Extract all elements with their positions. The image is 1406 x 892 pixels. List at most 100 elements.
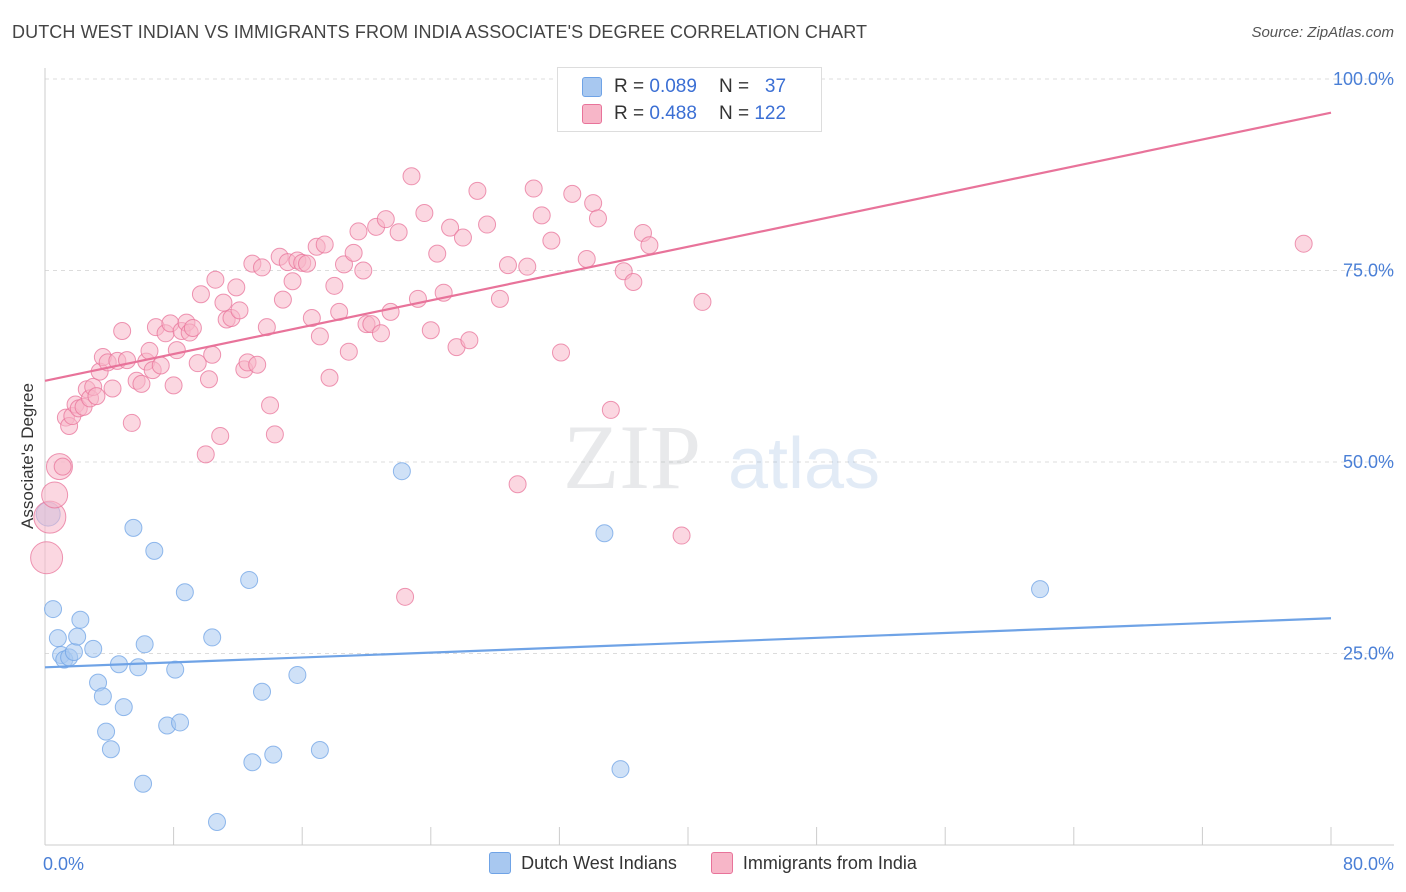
legend-r-value: 0.089 xyxy=(649,76,697,97)
data-point-immigrants-from-india xyxy=(542,231,561,250)
data-point-dutch-west-indians xyxy=(114,698,133,717)
data-point-immigrants-from-india xyxy=(253,258,272,277)
data-point-immigrants-from-india xyxy=(349,222,368,241)
legend-item-label: Dutch West Indians xyxy=(521,852,677,873)
data-point-immigrants-from-india xyxy=(601,400,620,419)
source-label: Source: ZipAtlas.com xyxy=(1251,24,1394,41)
data-point-immigrants-from-india xyxy=(191,285,210,304)
data-point-immigrants-from-india xyxy=(103,379,122,398)
data-point-immigrants-from-india xyxy=(167,341,186,360)
chart-title: DUTCH WEST INDIAN VS IMMIGRANTS FROM IND… xyxy=(12,22,868,42)
data-point-immigrants-from-india xyxy=(396,587,415,606)
legend-r-label: R = xyxy=(614,76,645,97)
data-point-immigrants-from-india xyxy=(230,301,249,320)
y-tick-label: 100.0% xyxy=(1333,69,1394,89)
watermark-atlas: atlas xyxy=(728,424,880,504)
data-point-immigrants-from-india xyxy=(381,302,400,321)
data-point-dutch-west-indians xyxy=(611,760,630,779)
x-tick-labels: 0.0% 80.0% xyxy=(43,854,1394,874)
data-point-dutch-west-indians xyxy=(208,813,227,832)
data-point-immigrants-from-india xyxy=(196,445,215,464)
data-point-dutch-west-indians xyxy=(171,713,190,732)
data-point-immigrants-from-india xyxy=(199,370,218,389)
data-point-immigrants-from-india xyxy=(302,308,321,327)
data-point-dutch-west-indians xyxy=(203,628,222,647)
legend-item-dutch-west-indians[interactable]: Dutch West Indians xyxy=(489,852,677,874)
legend-swatch-pink xyxy=(710,852,733,874)
data-point-immigrants-from-india xyxy=(376,210,395,229)
data-point-immigrants-from-india xyxy=(257,318,276,337)
data-point-immigrants-from-india xyxy=(478,215,497,234)
data-point-immigrants-from-india xyxy=(428,244,447,263)
data-point-immigrants-from-india xyxy=(214,293,233,312)
data-point-dutch-west-indians xyxy=(595,524,614,543)
data-point-dutch-west-indians xyxy=(84,639,103,658)
data-point-immigrants-from-india xyxy=(588,209,607,228)
legend-n-value: 122 xyxy=(754,103,787,124)
data-point-immigrants-from-india xyxy=(164,376,183,395)
data-point-dutch-west-indians xyxy=(134,774,153,793)
data-point-dutch-west-indians xyxy=(101,740,120,759)
y-tick-labels: 25.0% 50.0% 75.0% 100.0% xyxy=(1333,69,1394,664)
data-point-immigrants-from-india xyxy=(524,179,543,198)
data-point-immigrants-from-india xyxy=(421,321,440,340)
data-point-dutch-west-indians xyxy=(145,541,164,560)
data-point-immigrants-from-india xyxy=(453,228,472,247)
data-point-immigrants-from-india xyxy=(315,235,334,254)
legend-row-dutch-west-indians: R = 0.089 N = 37 xyxy=(582,75,786,99)
data-point-dutch-west-indians xyxy=(124,518,143,537)
series-legend: Dutch West Indians Immigrants from India xyxy=(0,852,1406,874)
data-point-immigrants-from-india xyxy=(624,272,643,291)
data-point-immigrants-from-india xyxy=(468,181,487,200)
data-point-immigrants-from-india xyxy=(584,194,603,213)
data-point-immigrants-from-india xyxy=(389,223,408,242)
data-point-immigrants-from-india xyxy=(53,457,72,476)
data-point-immigrants-from-india xyxy=(344,243,363,262)
legend-r-value: 0.488 xyxy=(649,103,697,124)
y-axis-label: Associate's Degree xyxy=(18,383,37,529)
legend-item-label: Immigrants from India xyxy=(742,852,917,873)
legend-n-value: 37 xyxy=(764,76,787,97)
data-point-dutch-west-indians xyxy=(166,660,185,679)
data-point-immigrants-from-india xyxy=(248,355,267,374)
data-point-immigrants-from-india xyxy=(532,206,551,225)
data-point-dutch-west-indians xyxy=(64,642,83,661)
legend-item-immigrants-from-india[interactable]: Immigrants from India xyxy=(710,852,917,874)
data-point-immigrants-from-india xyxy=(261,396,280,415)
legend-swatch-blue xyxy=(582,77,602,97)
data-point-immigrants-from-india xyxy=(310,327,329,346)
data-point-immigrants-from-india xyxy=(87,387,106,406)
data-point-dutch-west-indians xyxy=(68,627,87,646)
data-point-immigrants-from-india xyxy=(672,526,691,545)
data-point-immigrants-from-india xyxy=(206,270,225,289)
legend-n-label: N = xyxy=(718,76,750,97)
data-point-immigrants-from-india xyxy=(41,481,69,509)
data-point-immigrants-from-india xyxy=(298,254,317,273)
data-point-immigrants-from-india xyxy=(113,322,132,341)
data-point-dutch-west-indians xyxy=(97,722,116,741)
y-tick-label: 75.0% xyxy=(1343,261,1394,281)
x-tick-label: 80.0% xyxy=(1343,854,1394,874)
data-point-immigrants-from-india xyxy=(402,167,421,186)
data-point-immigrants-from-india xyxy=(203,345,222,364)
trend-lines xyxy=(44,111,1332,669)
legend-n-label: N = xyxy=(718,103,750,124)
y-tick-label: 50.0% xyxy=(1343,452,1394,472)
data-point-immigrants-from-india xyxy=(122,413,141,432)
data-point-dutch-west-indians xyxy=(288,665,307,684)
data-point-immigrants-from-india xyxy=(693,292,712,311)
data-point-immigrants-from-india xyxy=(508,475,527,494)
watermark: ZIP atlas xyxy=(563,406,880,508)
trend-line-dutch-west-indians xyxy=(44,617,1332,669)
data-point-dutch-west-indians xyxy=(48,629,67,648)
data-point-immigrants-from-india xyxy=(30,541,64,575)
data-point-immigrants-from-india xyxy=(273,290,292,309)
data-point-immigrants-from-india xyxy=(518,257,537,276)
data-point-immigrants-from-india xyxy=(490,289,509,308)
data-point-dutch-west-indians xyxy=(71,610,90,629)
data-point-immigrants-from-india xyxy=(283,272,302,291)
data-point-immigrants-from-india xyxy=(1294,234,1313,253)
data-point-immigrants-from-india xyxy=(151,356,170,375)
legend-row-immigrants-from-india: R = 0.488 N = 122 xyxy=(582,102,786,126)
data-point-dutch-west-indians xyxy=(310,741,329,760)
